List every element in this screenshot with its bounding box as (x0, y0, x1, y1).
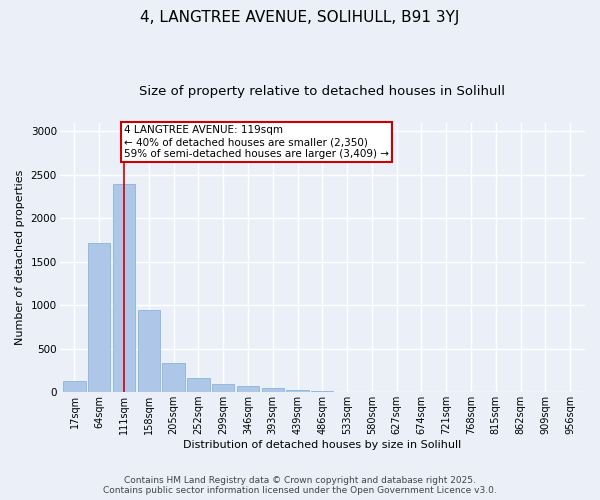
Y-axis label: Number of detached properties: Number of detached properties (15, 170, 25, 345)
Bar (163, 364, 185, 392)
Bar (262, 388, 284, 392)
Bar (137, 310, 160, 392)
Title: Size of property relative to detached houses in Solihull: Size of property relative to detached ho… (139, 85, 505, 98)
Bar (237, 386, 259, 392)
Bar (88, 242, 110, 392)
Text: 4, LANGTREE AVENUE, SOLIHULL, B91 3YJ: 4, LANGTREE AVENUE, SOLIHULL, B91 3YJ (140, 10, 460, 25)
Text: Contains HM Land Registry data © Crown copyright and database right 2025.
Contai: Contains HM Land Registry data © Crown c… (103, 476, 497, 495)
Bar (64, 381, 86, 392)
Bar (113, 184, 135, 392)
X-axis label: Distribution of detached houses by size in Solihull: Distribution of detached houses by size … (183, 440, 461, 450)
Bar (286, 390, 308, 392)
Text: 4 LANGTREE AVENUE: 119sqm
← 40% of detached houses are smaller (2,350)
59% of se: 4 LANGTREE AVENUE: 119sqm ← 40% of detac… (124, 126, 389, 158)
Bar (187, 378, 209, 392)
Bar (212, 384, 235, 392)
